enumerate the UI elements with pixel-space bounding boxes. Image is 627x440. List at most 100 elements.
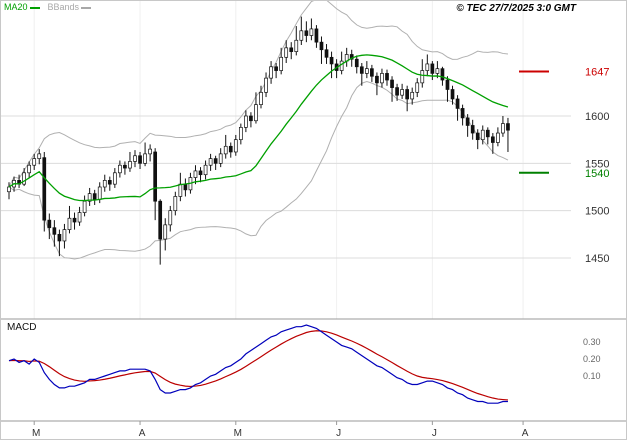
candle-body (92, 193, 97, 200)
candle-body (228, 145, 233, 153)
candle-body (158, 200, 163, 240)
candle-body (193, 170, 198, 178)
bband-lower-line (8, 80, 509, 260)
candle-body (123, 164, 127, 169)
candle-body (359, 66, 364, 74)
candle-body (208, 158, 213, 166)
macd-scale-label: 0.10 (583, 371, 601, 381)
candle-body (279, 56, 284, 71)
candle-body (37, 153, 42, 159)
candle-body (440, 68, 445, 81)
candle-body (77, 212, 82, 223)
legend-item-ma20: MA20 (4, 2, 40, 13)
candle-body (380, 73, 384, 84)
candle-body (249, 115, 253, 122)
candle-body (304, 30, 309, 36)
grid-group (1, 1, 571, 319)
candle-body (153, 151, 158, 202)
candle-body (112, 172, 117, 185)
candle-body (128, 161, 132, 169)
candle-body (138, 155, 142, 164)
price-axis-label: 1540 (585, 168, 609, 180)
candle-body (395, 87, 399, 96)
legend-label: MA20 (4, 2, 28, 12)
month-label: M (234, 428, 242, 439)
month-label: A (522, 428, 529, 439)
candle-body (405, 89, 410, 100)
price-axis-label: 1500 (585, 206, 609, 218)
macd-signal-line (8, 330, 509, 401)
main-plot-group (7, 1, 510, 265)
candle-body (198, 170, 203, 176)
price-axis-label: 1550 (585, 158, 609, 170)
macd-panel-label: MACD (7, 322, 37, 333)
candle-body (254, 104, 258, 122)
legend-label: BBands (47, 2, 80, 12)
candle-body (501, 123, 505, 134)
candle-body (506, 123, 510, 131)
candle-body (62, 229, 67, 242)
candle-body (32, 158, 37, 166)
candle-body (400, 89, 404, 96)
candle-body (102, 180, 107, 188)
candle-body (22, 172, 26, 185)
candle-body (57, 233, 62, 242)
candle-body (314, 28, 319, 43)
candle-body (87, 193, 92, 202)
candle-body (27, 164, 32, 174)
legend-line-swatch (81, 6, 92, 9)
macd-group (8, 324, 509, 404)
candle-body (430, 63, 435, 74)
candle-body (259, 91, 263, 105)
candle-body (173, 196, 178, 212)
macd-line (8, 324, 508, 404)
macd-scale-label: 0.20 (583, 354, 601, 364)
candle-body (133, 155, 137, 162)
candle-body (475, 132, 480, 141)
candle-body (470, 125, 475, 134)
legend-item-bbands: BBands (48, 2, 92, 13)
candle-body (118, 164, 122, 174)
candle-body (420, 70, 425, 84)
candle-body (319, 41, 324, 51)
candle-body (480, 129, 485, 141)
month-label: A (139, 428, 146, 439)
candle-body (178, 183, 183, 197)
candle-body (213, 158, 218, 164)
candle-body (485, 129, 490, 138)
candle-body (269, 66, 273, 79)
candle-body (42, 157, 47, 221)
price-axis-label: 1647 (585, 67, 609, 79)
candle-body (264, 77, 268, 93)
candle-body (410, 91, 415, 100)
candle-body (148, 148, 152, 155)
candle-body (72, 217, 77, 223)
ma20-line (8, 54, 509, 202)
candle-body (238, 127, 243, 141)
macd-scale-label: 0.30 (583, 337, 601, 347)
candle-body (370, 68, 374, 77)
candle-body (203, 164, 208, 176)
candle-body (339, 60, 344, 71)
candle-body (183, 183, 188, 191)
candle-body (460, 108, 465, 119)
candle-body (218, 153, 223, 164)
candle-body (47, 219, 52, 229)
copyright-text: © TEC 27/7/2025 3:0 GMT (456, 3, 576, 14)
month-label: J (336, 428, 341, 439)
candle-body (309, 28, 314, 36)
candle-body (52, 227, 57, 235)
price-axis-label: 1450 (585, 253, 609, 265)
candle-body (299, 30, 304, 41)
candle-body (364, 68, 369, 74)
candle-body (445, 79, 450, 90)
candle-body (143, 153, 147, 164)
candle-body (415, 82, 420, 93)
chart-legend: MA20 BBands (4, 2, 92, 13)
candle-body (244, 115, 248, 128)
candle-body (490, 136, 495, 143)
candle-body (425, 63, 430, 71)
candle-body (67, 217, 72, 230)
month-label: J (432, 428, 437, 439)
